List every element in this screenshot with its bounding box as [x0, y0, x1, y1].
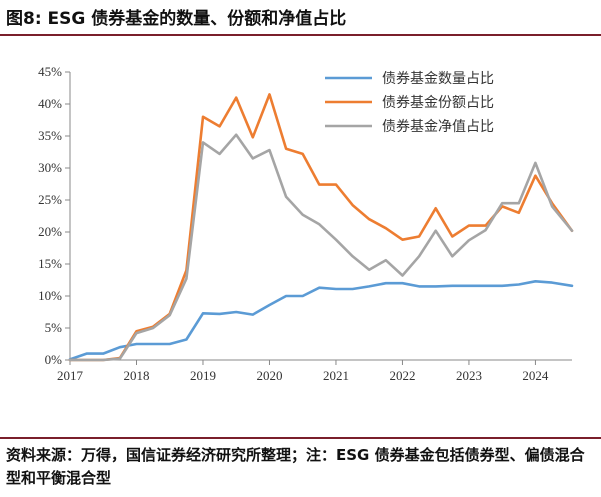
title-divider	[0, 34, 601, 36]
legend-label-1: 债券基金数量占比	[382, 70, 494, 87]
legend-label-3: 债券基金净值占比	[382, 118, 494, 135]
x-tick-label: 2017	[57, 368, 84, 383]
chart-axes: 0% 5% 10% 15% 20% 25% 30% 35% 40% 45% 2017 2018 2019…	[38, 64, 572, 383]
y-tick-label: 45%	[38, 64, 62, 79]
figure-title: 图8: ESG 债券基金的数量、份额和净值占比	[6, 9, 347, 29]
footnote-divider	[0, 437, 601, 439]
x-tick-label: 2024	[522, 368, 549, 383]
legend-label-2: 债券基金份额占比	[382, 94, 494, 111]
x-tick-label: 2022	[389, 368, 415, 383]
x-tick-label: 2021	[323, 368, 349, 383]
y-tick-label: 30%	[38, 160, 62, 175]
x-tick-label: 2019	[190, 368, 216, 383]
line-chart: 0% 5% 10% 15% 20% 25% 30% 35% 40% 45% 2017 2018 2019…	[38, 64, 574, 383]
y-tick-label: 5%	[45, 320, 63, 335]
chart-series	[68, 93, 574, 362]
y-tick-label: 40%	[38, 96, 62, 111]
y-tick-label: 0%	[45, 352, 63, 367]
x-tick-label: 2018	[123, 368, 149, 383]
series-line-1	[68, 280, 574, 361]
y-tick-label: 35%	[38, 128, 62, 143]
source-footnote: 资料来源：万得，国信证券经济研究所整理；注：ESG 债券基金包括债券型、偏债混合…	[6, 446, 585, 487]
y-tick-label: 25%	[38, 192, 62, 207]
y-tick-label: 15%	[38, 256, 62, 271]
x-tick-label: 2020	[256, 368, 282, 383]
y-tick-label: 20%	[38, 224, 62, 239]
x-tick-label: 2023	[456, 368, 482, 383]
y-tick-label: 10%	[38, 288, 62, 303]
series-line-3	[68, 133, 574, 362]
